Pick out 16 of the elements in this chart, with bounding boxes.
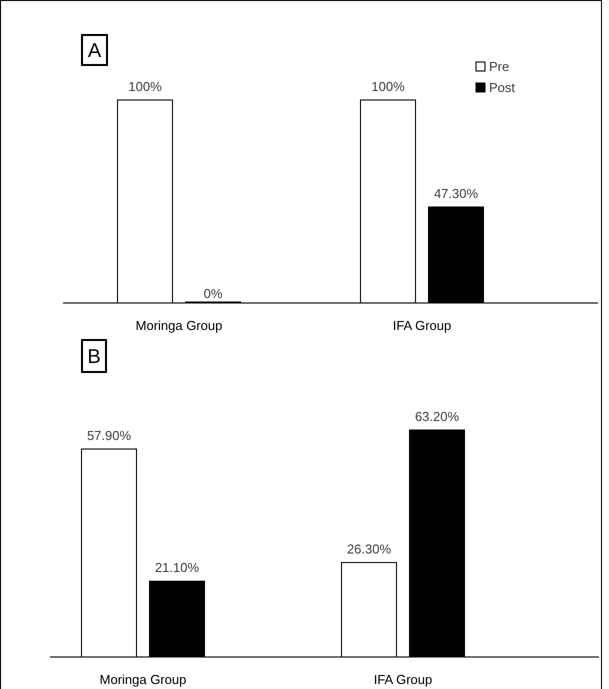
data-label: 26.30% [346,542,392,557]
x-tick-label: IFA Group [374,672,432,687]
data-label: 21.10% [154,560,200,576]
legend-label: Pre [489,59,510,74]
chart-title: B [87,346,101,368]
data-label: 100% [128,79,162,94]
data-label: 63.20% [414,409,460,424]
x-tick-label: Moringa Group [100,672,186,687]
data-label: 47.30% [434,186,478,201]
data-label: 100% [371,79,406,94]
chart-title: A [88,40,102,62]
legend-label: Post [489,80,516,95]
x-tick-label: Moringa Group [136,318,222,333]
data-label: 0% [204,286,223,301]
data-label: 57.90% [86,428,132,444]
x-tick-label: IFA Group [392,318,452,333]
